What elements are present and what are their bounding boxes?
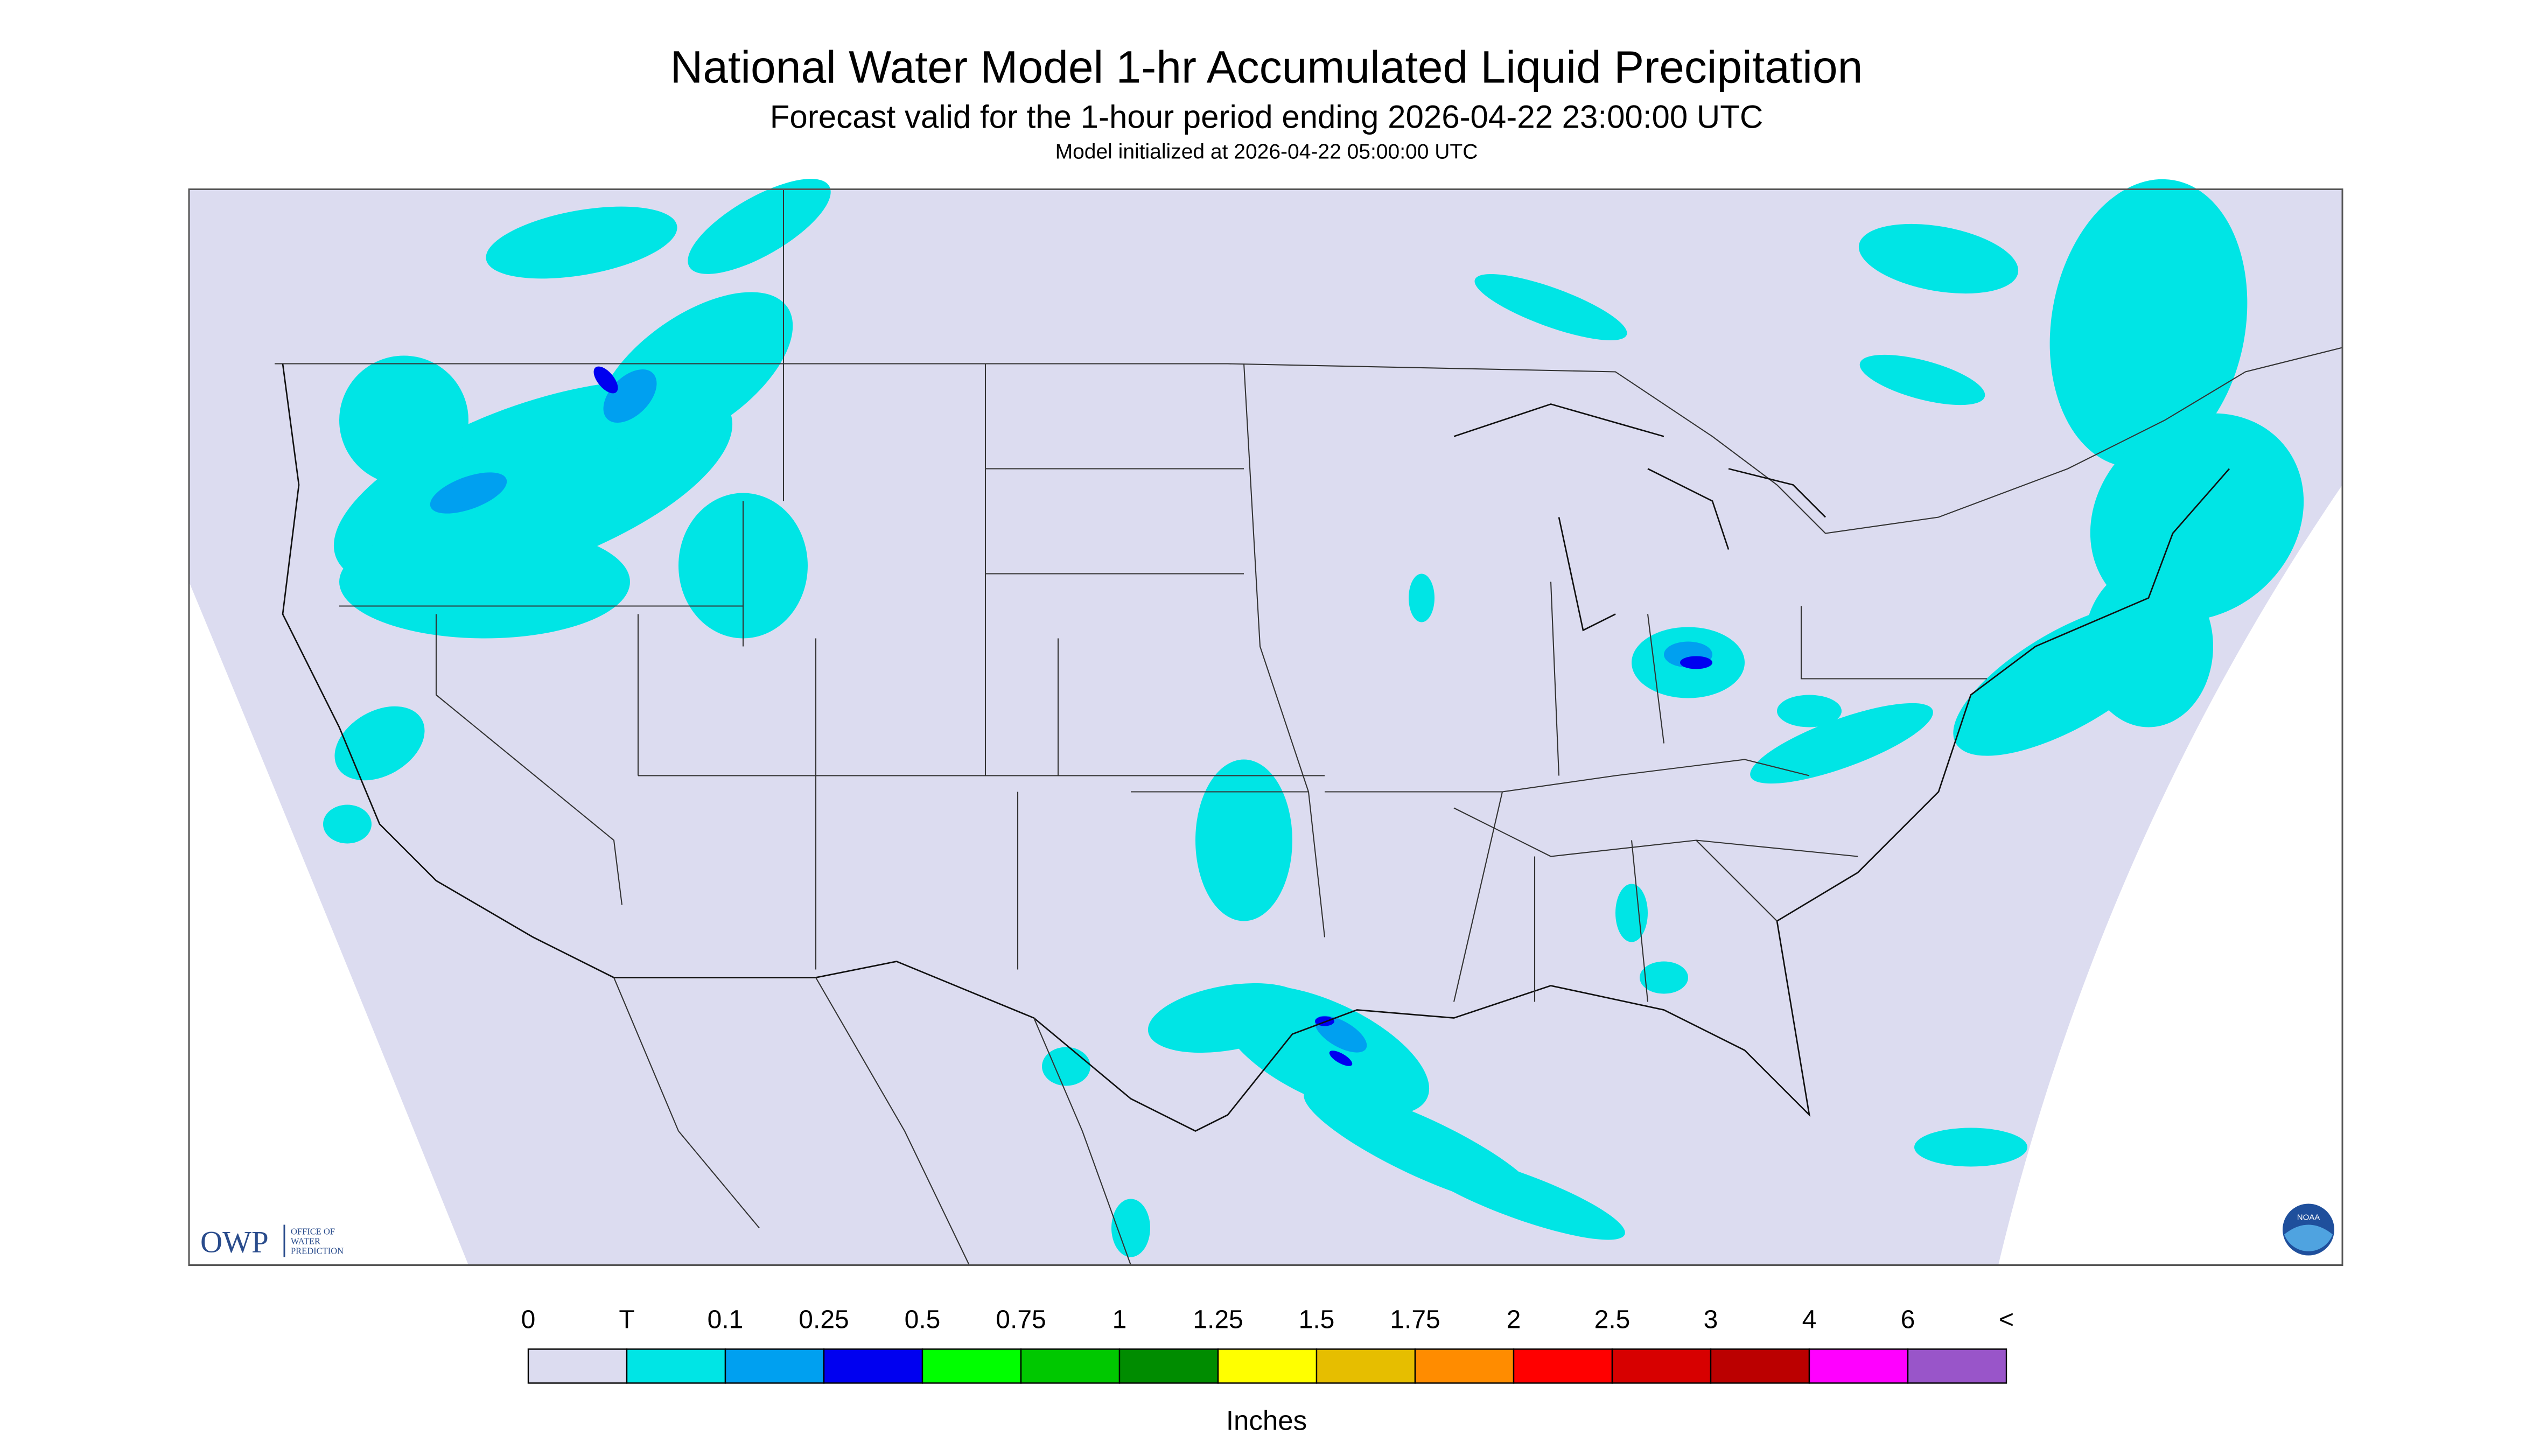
title: National Water Model 1-hr Accumulated Li… [670, 42, 1863, 93]
precip-area [339, 355, 468, 485]
precip-area [2049, 179, 2248, 468]
precip-area [334, 706, 425, 781]
precip-area [1195, 759, 1292, 921]
legend-swatch [1414, 1348, 1515, 1384]
legend-label: < [1999, 1306, 2014, 1334]
precip-area [486, 206, 677, 279]
legend-unit: Inches [1226, 1405, 1307, 1436]
init-time: Model initialized at 2026-04-22 05:00:00… [1055, 141, 1478, 164]
precip-area [1640, 961, 1688, 994]
precip-area [323, 804, 372, 844]
legend-label: 4 [1802, 1306, 1817, 1334]
legend-label: 2.5 [1594, 1306, 1631, 1334]
legend-swatch [1808, 1348, 1909, 1384]
canada-border [275, 347, 2343, 534]
precip-area [1409, 573, 1435, 622]
precip-area [1412, 1151, 1625, 1240]
legend-swatch [1710, 1348, 1810, 1384]
legend-swatch [823, 1348, 923, 1384]
noaa-logo: NOAA [2283, 1203, 2334, 1256]
owp-logo-line: WATER [291, 1236, 320, 1247]
legend-label: 6 [1901, 1306, 1915, 1334]
great-lakes [1453, 403, 1826, 632]
precip-area [1914, 1128, 2027, 1167]
precip-area [339, 525, 630, 639]
precip-area [596, 292, 793, 452]
legend-label: 3 [1704, 1306, 1718, 1334]
legend-label: 0.5 [905, 1306, 941, 1334]
noaa-logo-text: NOAA [2297, 1213, 2320, 1222]
precip-area [1615, 884, 1648, 942]
legend-swatch [724, 1348, 825, 1384]
map-frame [188, 188, 2343, 1266]
legend-label: T [619, 1306, 634, 1334]
us-coast [282, 363, 2230, 1132]
precip-area [1329, 1051, 1353, 1066]
legend-swatch [1217, 1348, 1318, 1384]
precip-area [1042, 1047, 1090, 1086]
precip-area [593, 366, 618, 394]
owp-logo-line: PREDICTION [291, 1246, 344, 1256]
precip-area [1111, 1199, 1150, 1257]
precip-area [1474, 274, 1627, 340]
noaa-logo-wave [2284, 1224, 2333, 1251]
model-domain [189, 189, 2342, 1265]
legend-label: 1.75 [1390, 1306, 1440, 1334]
legend-label: 1 [1112, 1306, 1127, 1334]
precip-area [2084, 565, 2213, 727]
map: OWP OFFICE OF WATER PREDICTION NOAA [188, 179, 2343, 1266]
subtitle: Forecast valid for the 1-hour period end… [770, 99, 1763, 135]
legend-label: 0.1 [708, 1306, 744, 1334]
legend-label: 1.25 [1193, 1306, 1243, 1334]
legend-swatch [626, 1348, 726, 1384]
precip-area [1859, 354, 1985, 405]
precipitation [323, 179, 2304, 1257]
precip-area [430, 472, 507, 514]
legend-swatch [1907, 1348, 2007, 1384]
legend-label: 0 [521, 1306, 536, 1334]
owp-logo: OWP OFFICE OF WATER PREDICTION [200, 1224, 344, 1259]
legend-label: 0.25 [799, 1306, 849, 1334]
legend-swatch [1513, 1348, 1613, 1384]
precip-area [1777, 695, 1842, 727]
owp-logo-line: OFFICE OF [291, 1227, 335, 1237]
precip-area [1680, 656, 1712, 669]
precip-area [1858, 223, 2019, 294]
mexico-lines [613, 977, 1131, 1265]
legend-label: 2 [1507, 1306, 1521, 1334]
legend-label: 0.75 [996, 1306, 1046, 1334]
legend-swatch [527, 1348, 628, 1384]
precip-area [1147, 983, 1308, 1053]
precip-area [688, 179, 831, 274]
boundaries [275, 189, 2343, 1265]
legend-swatch [1611, 1348, 1712, 1384]
precip-area [1750, 703, 1933, 784]
legend: Inches 0 T 0.1 0.25 0.5 0.75 1 1.25 1.5 1.75 2 2.5 3… [521, 1306, 2014, 1436]
owp-logo-text: OWP [200, 1226, 269, 1259]
legend-swatch [921, 1348, 1022, 1384]
legend-swatch [1020, 1348, 1121, 1384]
legend-swatch [1316, 1348, 1416, 1384]
legend-label: 1.5 [1299, 1306, 1335, 1334]
legend-swatch [1118, 1348, 1219, 1384]
